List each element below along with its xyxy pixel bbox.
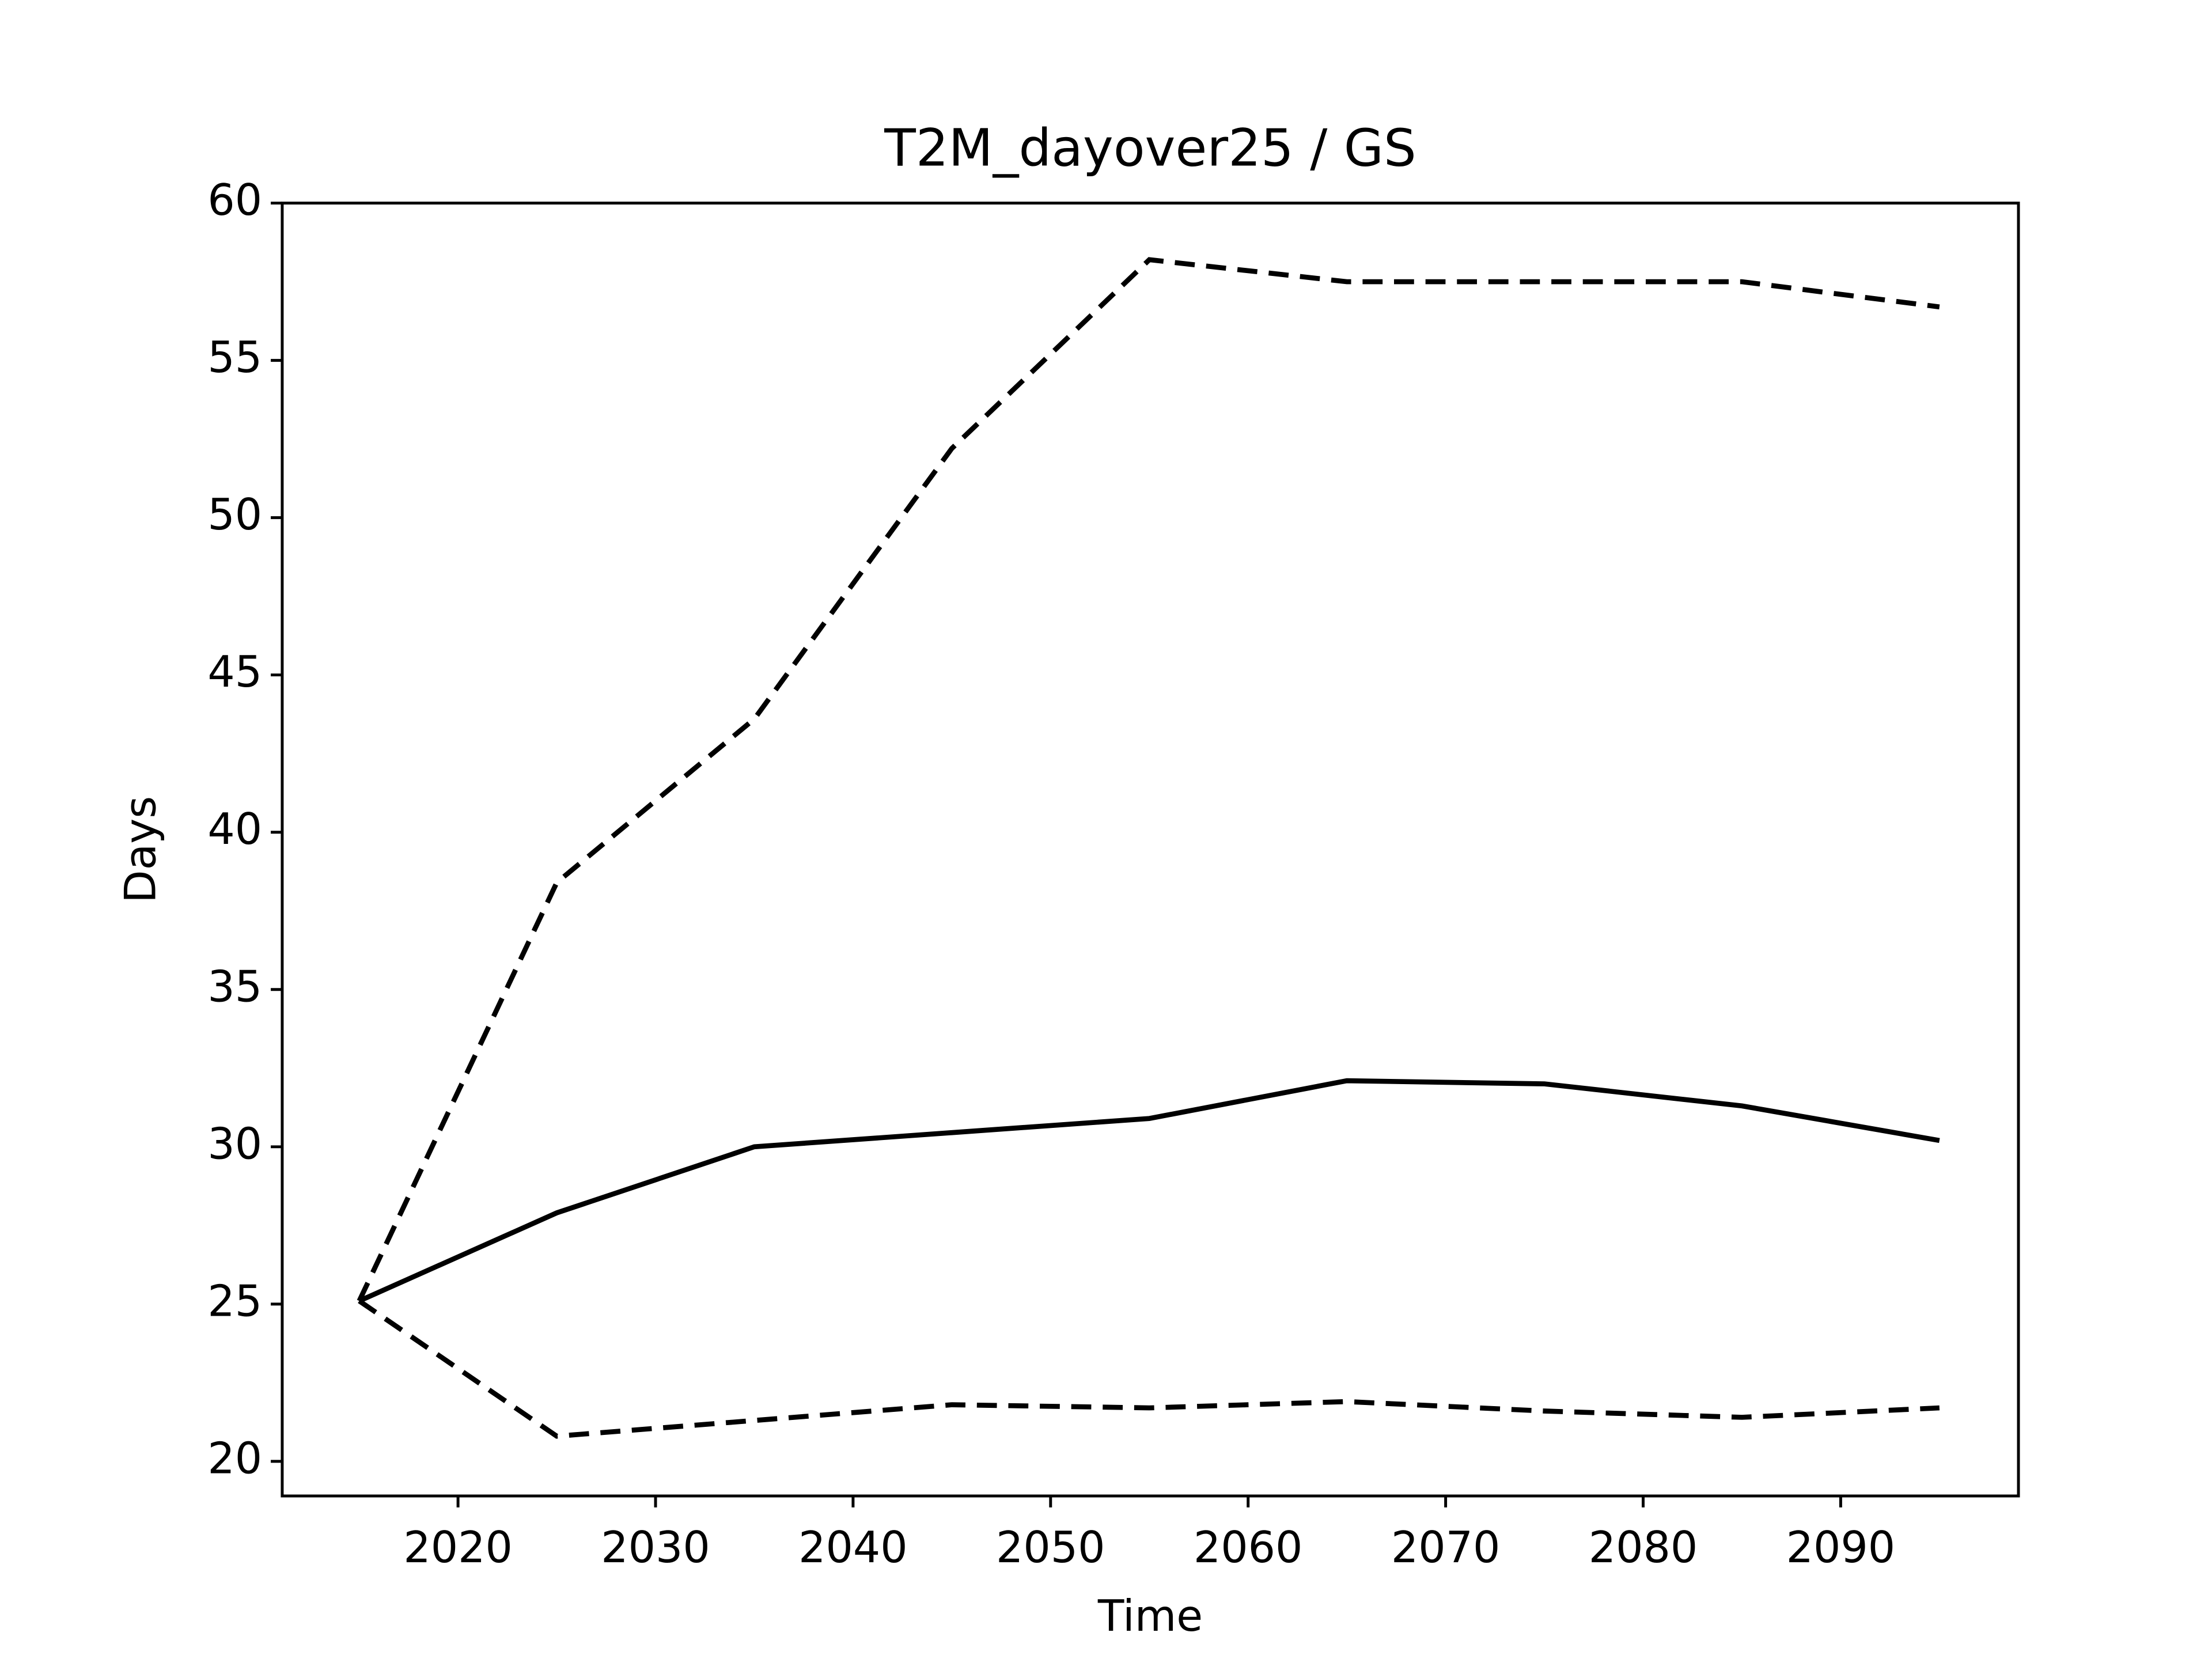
y-tick-label: 55	[207, 332, 262, 382]
y-tick-label: 45	[207, 647, 262, 697]
y-tick-label: 30	[207, 1119, 262, 1169]
x-tick-label: 2070	[1391, 1522, 1501, 1573]
y-tick-label: 20	[207, 1433, 262, 1483]
y-tick-label: 35	[207, 961, 262, 1012]
x-tick-label: 2050	[996, 1522, 1105, 1573]
y-tick-label: 25	[207, 1276, 262, 1326]
y-tick-label: 40	[207, 804, 262, 854]
series-line	[358, 1078, 1940, 1304]
x-tick-label: 2020	[403, 1522, 513, 1573]
x-tick-label: 2030	[601, 1522, 710, 1573]
y-axis-label: Days	[116, 796, 166, 903]
x-axis-label: Time	[1097, 1591, 1203, 1641]
series-line	[357, 257, 1940, 1302]
y-tick-label: 60	[207, 175, 262, 225]
x-tick-label: 2060	[1194, 1522, 1303, 1573]
y-tick-label: 50	[207, 490, 262, 540]
x-tick-label: 2090	[1786, 1522, 1896, 1573]
chart-title: T2M_dayover25 / GS	[884, 119, 1416, 179]
x-tick-label: 2040	[798, 1522, 908, 1573]
series-line	[358, 1298, 1940, 1439]
plot-frame	[281, 202, 2020, 1498]
x-tick-label: 2080	[1589, 1522, 1698, 1573]
